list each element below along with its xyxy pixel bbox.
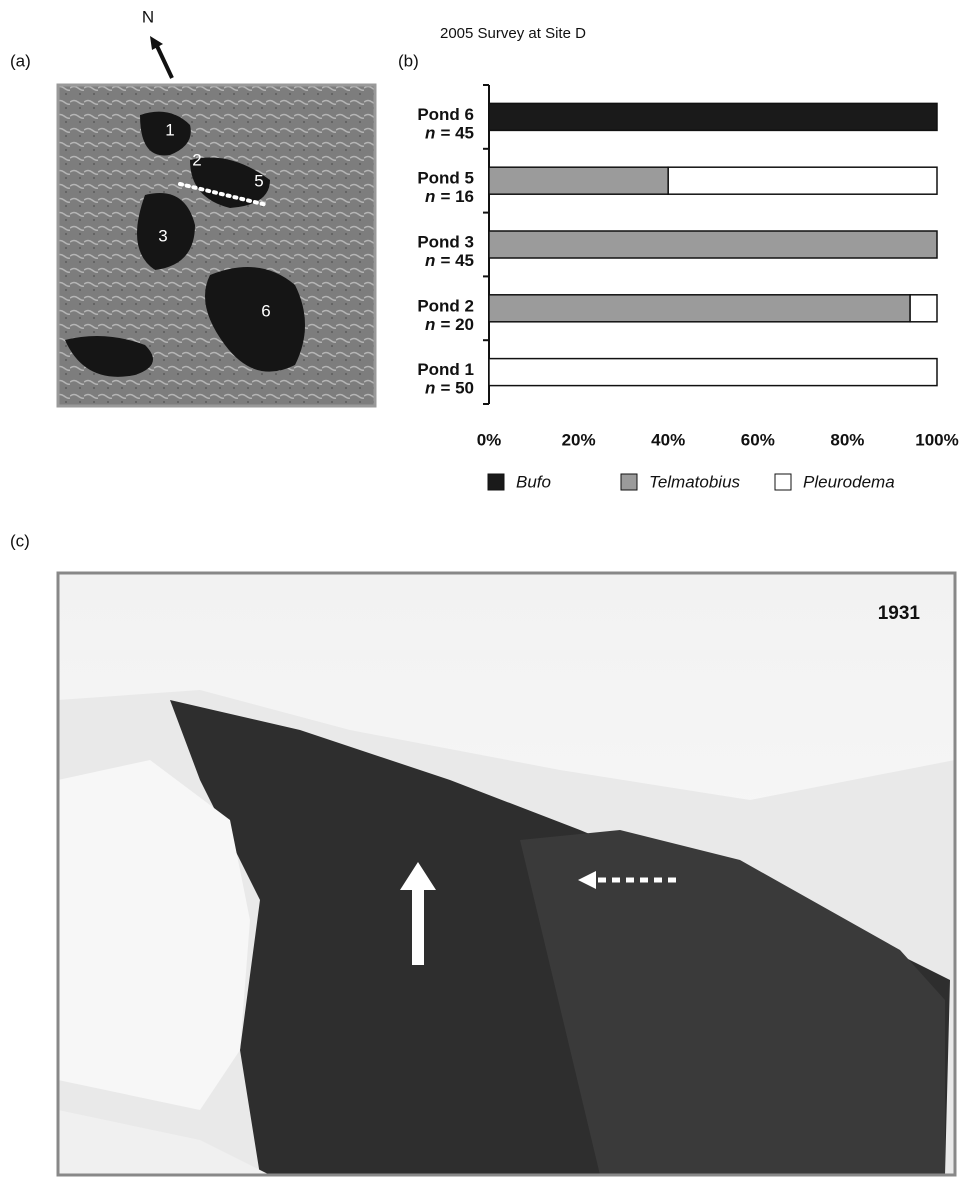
sample-size: n = 16 (425, 188, 474, 207)
photo-year: 1931 (878, 603, 921, 624)
bar-segment (489, 295, 910, 322)
panel-label: (c) (10, 531, 30, 550)
n-symbol: n (425, 379, 435, 398)
sample-size: n = 45 (425, 251, 474, 270)
x-tick-label: 0% (477, 430, 502, 449)
legend-swatch (488, 474, 504, 490)
legend-label: Telmatobius (649, 472, 741, 491)
legend-swatch (621, 474, 637, 490)
figure: (a) (b) (c) N 1 2 5 3 6 2005 Survey at S… (0, 0, 970, 1179)
north-label: N (142, 7, 154, 26)
n-label: = 45 (440, 251, 474, 270)
bar-segment (489, 167, 668, 194)
category-label: Pond 6 (417, 105, 474, 124)
legend-swatch (775, 474, 791, 490)
bar-segment (489, 359, 937, 386)
x-tick-label: 100% (915, 430, 958, 449)
n-label: = 16 (440, 188, 474, 207)
sample-size: n = 45 (425, 124, 474, 143)
north-arrow (157, 46, 172, 78)
category-label: Pond 3 (417, 232, 474, 251)
legend-label: Bufo (516, 472, 551, 491)
n-symbol: n (425, 188, 435, 207)
panel-label: (b) (398, 51, 419, 70)
category-label: Pond 5 (417, 169, 474, 188)
bar-segment (489, 231, 937, 258)
n-label: = 50 (440, 379, 474, 398)
category-label: Pond 2 (417, 296, 474, 315)
n-symbol: n (425, 251, 435, 270)
panel-label: (a) (10, 51, 31, 70)
x-tick-label: 20% (562, 430, 596, 449)
bar-segment (489, 103, 937, 130)
category-label: Pond 1 (417, 360, 474, 379)
pond-label: 6 (261, 301, 270, 320)
n-symbol: n (425, 124, 435, 143)
pond-label: 3 (158, 226, 167, 245)
chart-title: 2005 Survey at Site D (440, 25, 586, 42)
sample-size: n = 20 (425, 315, 474, 334)
photo (58, 573, 955, 1175)
n-symbol: n (425, 315, 435, 334)
n-label: = 20 (440, 315, 474, 334)
pond-label: 1 (165, 120, 174, 139)
x-tick-label: 40% (651, 430, 685, 449)
bar-segment (668, 167, 937, 194)
pond-label: 2 (192, 150, 201, 169)
x-tick-label: 60% (741, 430, 775, 449)
bar-segment (910, 295, 937, 322)
n-label: = 45 (440, 124, 474, 143)
legend-label: Pleurodema (803, 472, 895, 491)
x-tick-label: 80% (830, 430, 864, 449)
sample-size: n = 50 (425, 379, 474, 398)
pond-label: 5 (254, 171, 263, 190)
